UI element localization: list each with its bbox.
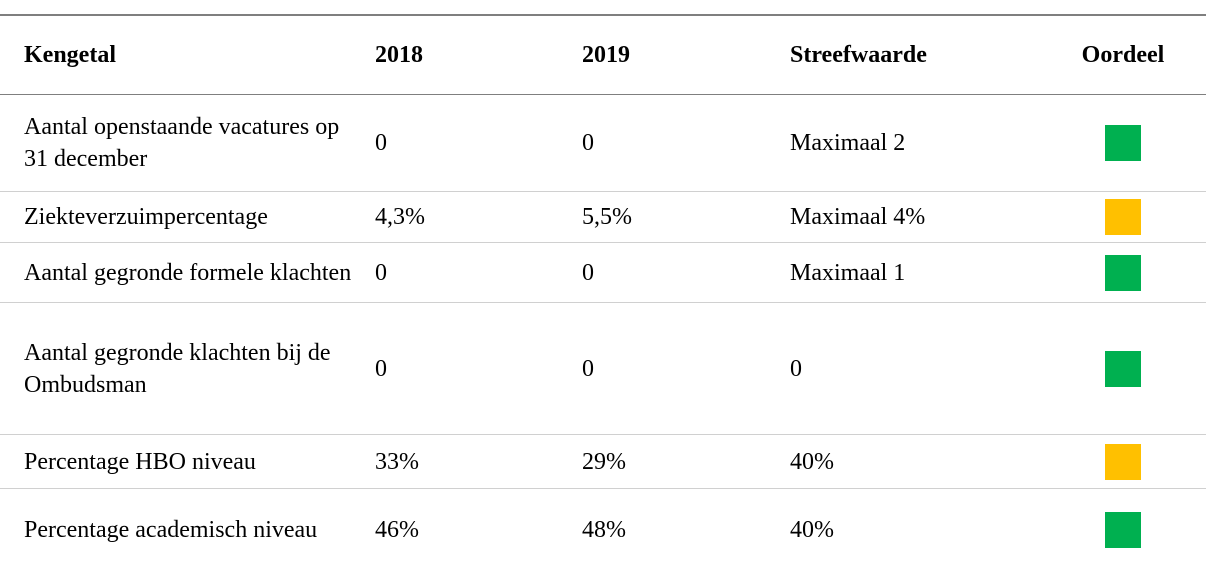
status-square xyxy=(1105,443,1141,480)
status-square xyxy=(1105,350,1141,387)
table-cell: Aantal openstaande vacatures op 31 decem… xyxy=(0,94,375,192)
status-square xyxy=(1105,125,1141,161)
table-cell: 4,3% xyxy=(375,191,582,243)
status-square xyxy=(1105,254,1141,291)
table-cell: 0 xyxy=(582,94,790,192)
table-body: Aantal openstaande vacatures op 31 decem… xyxy=(0,94,1206,568)
table-cell: 46% xyxy=(375,488,582,568)
kpi-table: Kengetal 2018 2019 Streefwaarde Oordeel … xyxy=(0,14,1206,568)
table-cell: 0 xyxy=(375,94,582,192)
table-cell: 33% xyxy=(375,434,582,489)
table-cell: Maximaal 4% xyxy=(790,191,1040,243)
header-cell: 2019 xyxy=(582,14,790,95)
table-cell: Percentage HBO niveau xyxy=(0,434,375,489)
table-cell: 5,5% xyxy=(582,191,790,243)
header-cell: Kengetal xyxy=(0,14,375,95)
status-cell xyxy=(1040,191,1206,243)
table-row: Percentage HBO niveau 33% 29% 40% xyxy=(0,434,1206,489)
table-cell: 0 xyxy=(375,242,582,303)
header-cell: Oordeel xyxy=(1040,14,1206,95)
header-row: Kengetal 2018 2019 Streefwaarde Oordeel xyxy=(0,14,1206,95)
header-cell: Streefwaarde xyxy=(790,14,1040,95)
table-cell: Aantal gegronde formele klachten xyxy=(0,242,375,303)
table-cell: 0 xyxy=(375,302,582,435)
table-cell: Aantal gegronde klachten bij de Ombudsma… xyxy=(0,302,375,435)
status-cell xyxy=(1040,434,1206,489)
table-cell: 0 xyxy=(582,242,790,303)
status-square xyxy=(1105,199,1141,235)
table-row: Ziekteverzuimpercentage 4,3% 5,5% Maximaal … xyxy=(0,191,1206,243)
header-cell: 2018 xyxy=(375,14,582,95)
status-cell xyxy=(1040,488,1206,568)
table-cell: 29% xyxy=(582,434,790,489)
table-cell: 40% xyxy=(790,488,1040,568)
table-cell: Maximaal 2 xyxy=(790,94,1040,192)
table-cell: Ziekteverzuimpercentage xyxy=(0,191,375,243)
status-square xyxy=(1105,511,1141,548)
table-cell: 48% xyxy=(582,488,790,568)
table-cell: Maximaal 1 xyxy=(790,242,1040,303)
status-cell xyxy=(1040,242,1206,303)
status-cell xyxy=(1040,94,1206,192)
table-row: Aantal openstaande vacatures op 31 decem… xyxy=(0,94,1206,192)
table-cell: Percentage academisch niveau xyxy=(0,488,375,568)
status-cell xyxy=(1040,302,1206,435)
table-row: Aantal gegronde klachten bij de Ombudsma… xyxy=(0,302,1206,435)
table-cell: 40% xyxy=(790,434,1040,489)
table-cell: 0 xyxy=(790,302,1040,435)
table-cell: 0 xyxy=(582,302,790,435)
table-row: Aantal gegronde formele klachten 0 0 Maxima… xyxy=(0,242,1206,303)
table-row: Percentage academisch niveau 46% 48% 40% xyxy=(0,488,1206,568)
